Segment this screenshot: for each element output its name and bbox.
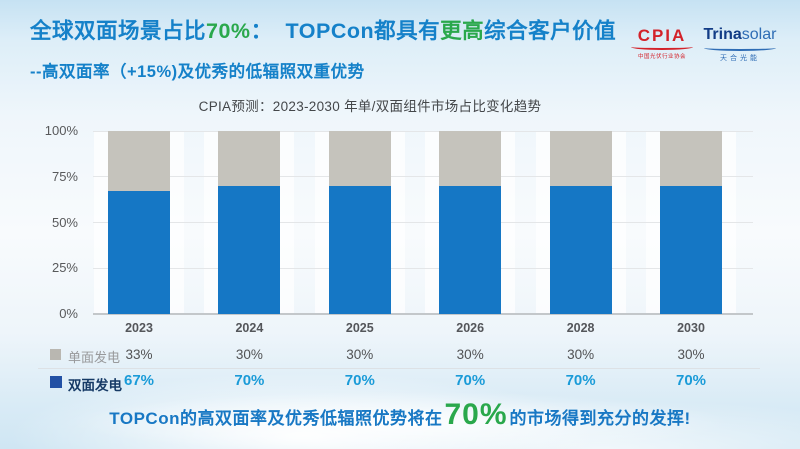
y-axis-tick-label: 0% xyxy=(18,306,78,321)
bar-segment-bottom xyxy=(660,186,722,314)
bar-segment-top xyxy=(218,131,280,186)
x-axis-tick-label: 2026 xyxy=(428,321,512,335)
slide: 全球双面场景占比70%： TOPCon都具有更高综合客户价值 --高双面率（+1… xyxy=(0,0,800,449)
bar-segment-bottom xyxy=(108,191,170,314)
gridline xyxy=(93,176,753,177)
bar-segment-top xyxy=(550,131,612,186)
legend-value: 30% xyxy=(649,347,733,362)
x-axis-tick-label: 2028 xyxy=(539,321,623,335)
legend-value: 30% xyxy=(428,347,512,362)
legend-value: 30% xyxy=(539,347,623,362)
bar-segment-bottom xyxy=(218,186,280,314)
gridline xyxy=(93,131,753,132)
gridline xyxy=(93,268,753,269)
bar-segment-top xyxy=(108,131,170,191)
legend-value: 70% xyxy=(207,372,291,389)
bar-segment-bottom xyxy=(439,186,501,314)
y-axis-tick-label: 50% xyxy=(18,215,78,230)
x-axis-tick-label: 2025 xyxy=(318,321,402,335)
gridline xyxy=(93,313,753,315)
bar-segment-top xyxy=(660,131,722,186)
legend-value: 30% xyxy=(207,347,291,362)
bar-segment-top xyxy=(329,131,391,186)
x-axis-tick-label: 2024 xyxy=(207,321,291,335)
x-axis-tick-label: 2030 xyxy=(649,321,733,335)
legend-swatch-icon xyxy=(50,349,61,360)
legend-divider xyxy=(38,368,760,369)
footer-text: 的市场得到充分的发挥! xyxy=(510,404,691,429)
x-axis-tick-label: 2023 xyxy=(97,321,181,335)
legend-value: 30% xyxy=(318,347,402,362)
footer-text: TOPCon的高双面率及优秀低辐照优势将在 xyxy=(109,404,442,429)
legend-value: 70% xyxy=(318,372,402,389)
bar-segment-top xyxy=(439,131,501,186)
legend-swatch-icon xyxy=(50,376,62,388)
footer-highlight-value: 70% xyxy=(442,398,509,432)
gridline xyxy=(93,222,753,223)
legend-value: 33% xyxy=(97,347,181,362)
legend-value: 70% xyxy=(428,372,512,389)
y-axis-tick-label: 100% xyxy=(18,123,78,138)
legend-value: 70% xyxy=(539,372,623,389)
bar-segment-bottom xyxy=(550,186,612,314)
legend-value: 70% xyxy=(649,372,733,389)
y-axis-tick-label: 25% xyxy=(18,260,78,275)
legend-value: 67% xyxy=(97,372,181,389)
y-axis-tick-label: 75% xyxy=(18,169,78,184)
bar-segment-bottom xyxy=(329,186,391,314)
chart: 100%75%50%25%0%202320242025202620282030单… xyxy=(0,0,800,449)
footer-statement: TOPCon的高双面率及优秀低辐照优势将在70%的市场得到充分的发挥! xyxy=(0,398,800,444)
